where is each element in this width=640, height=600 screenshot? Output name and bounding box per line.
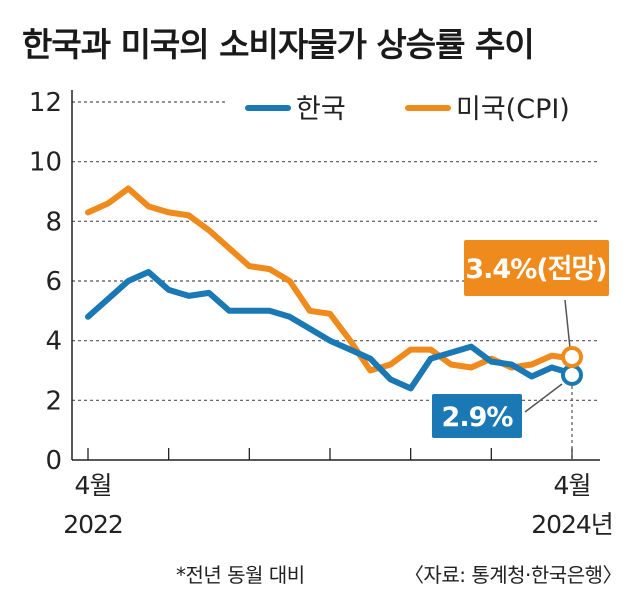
series-group (85, 185, 575, 392)
y-tick-label: 6 (45, 267, 62, 297)
korea-end-marker (561, 364, 583, 386)
x-start-year-label: 2022 (63, 510, 123, 539)
x-end-year-label: 2024년 (531, 510, 613, 539)
y-tick-label: 8 (45, 207, 62, 237)
footnote: *전년 동월 대비 (176, 563, 305, 587)
legend-us-label: 미국(CPI) (456, 94, 570, 125)
korea-end-callout: 2.9% (432, 394, 522, 438)
y-tick-label: 0 (45, 446, 62, 476)
korea-callout-leader (524, 383, 563, 413)
x-end-month-label: 4월 (554, 471, 591, 500)
korea-end-value-label: 2.9% (442, 402, 514, 433)
source-note: 〈자료: 통계청·한국은행〉 (404, 563, 622, 587)
chart-title: 한국과 미국의 소비자물가 상승률 추이 (22, 25, 534, 64)
us-end-value-label: 3.4%(전망) (465, 254, 606, 285)
y-tick-label: 10 (29, 148, 62, 178)
y-tick-label: 2 (45, 386, 62, 416)
legend: 한국 미국(CPI) (225, 83, 611, 133)
y-axis-ticks: 0 2 4 6 8 10 12 (29, 88, 62, 476)
legend-korea-label: 한국 (296, 94, 346, 125)
us-callout-leader (564, 299, 571, 349)
x-start-month-label: 4월 (75, 471, 112, 500)
us-end-marker (561, 346, 583, 368)
korea-series-line (85, 269, 575, 392)
y-tick-label: 4 (45, 327, 62, 357)
x-axis-minor-ticks (87, 448, 573, 460)
y-tick-label: 12 (29, 88, 62, 118)
us-end-callout: 3.4%(전망) (464, 240, 609, 296)
